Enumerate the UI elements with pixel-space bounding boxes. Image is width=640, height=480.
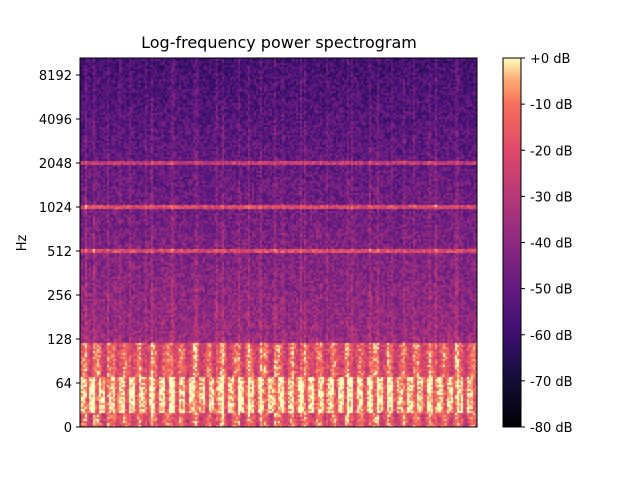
colorbar-gradient bbox=[502, 57, 522, 428]
spectrogram-image bbox=[80, 58, 477, 427]
y-tick-label: 4096 bbox=[39, 113, 72, 128]
chart-title: Log-frequency power spectrogram bbox=[141, 33, 417, 52]
y-tick-label: 0 bbox=[64, 421, 72, 436]
colorbar-tick-label: -70 dB bbox=[530, 375, 573, 390]
y-tick-label: 512 bbox=[47, 245, 72, 260]
colorbar-tick-label: -30 dB bbox=[530, 190, 573, 205]
plot-frame bbox=[79, 57, 478, 428]
colorbar-tick-label: -60 dB bbox=[530, 329, 573, 344]
spectrogram-plot-area bbox=[79, 57, 478, 428]
colorbar-tick-label: -80 dB bbox=[530, 421, 573, 436]
colorbar-tick-label: -40 dB bbox=[530, 237, 573, 252]
y-tick-label: 128 bbox=[47, 333, 72, 348]
y-tick-label: 64 bbox=[55, 377, 72, 392]
spectrogram-heatmap bbox=[80, 58, 477, 427]
y-axis: 0 64 128 256 512 1024 2048 4096 8192 bbox=[39, 69, 80, 436]
y-tick-label: 1024 bbox=[39, 201, 72, 216]
colorbar-tick-label: -10 dB bbox=[530, 98, 573, 113]
y-tick-label: 8192 bbox=[39, 69, 72, 84]
colorbar: +0 dB -10 dB -20 dB -30 dB -40 dB -50 dB -60 d… bbox=[502, 52, 573, 436]
colorbar-tick-label: +0 dB bbox=[530, 52, 570, 67]
colorbar-ticks: +0 dB -10 dB -20 dB -30 dB -40 dB -50 dB -60 d… bbox=[521, 52, 573, 436]
colorbar-tick-label: -20 dB bbox=[530, 144, 573, 159]
colorbar-tick-label: -50 dB bbox=[530, 283, 573, 298]
y-tick-label: 256 bbox=[47, 289, 72, 304]
y-axis-label: Hz bbox=[15, 235, 30, 252]
y-tick-label: 2048 bbox=[39, 157, 72, 172]
